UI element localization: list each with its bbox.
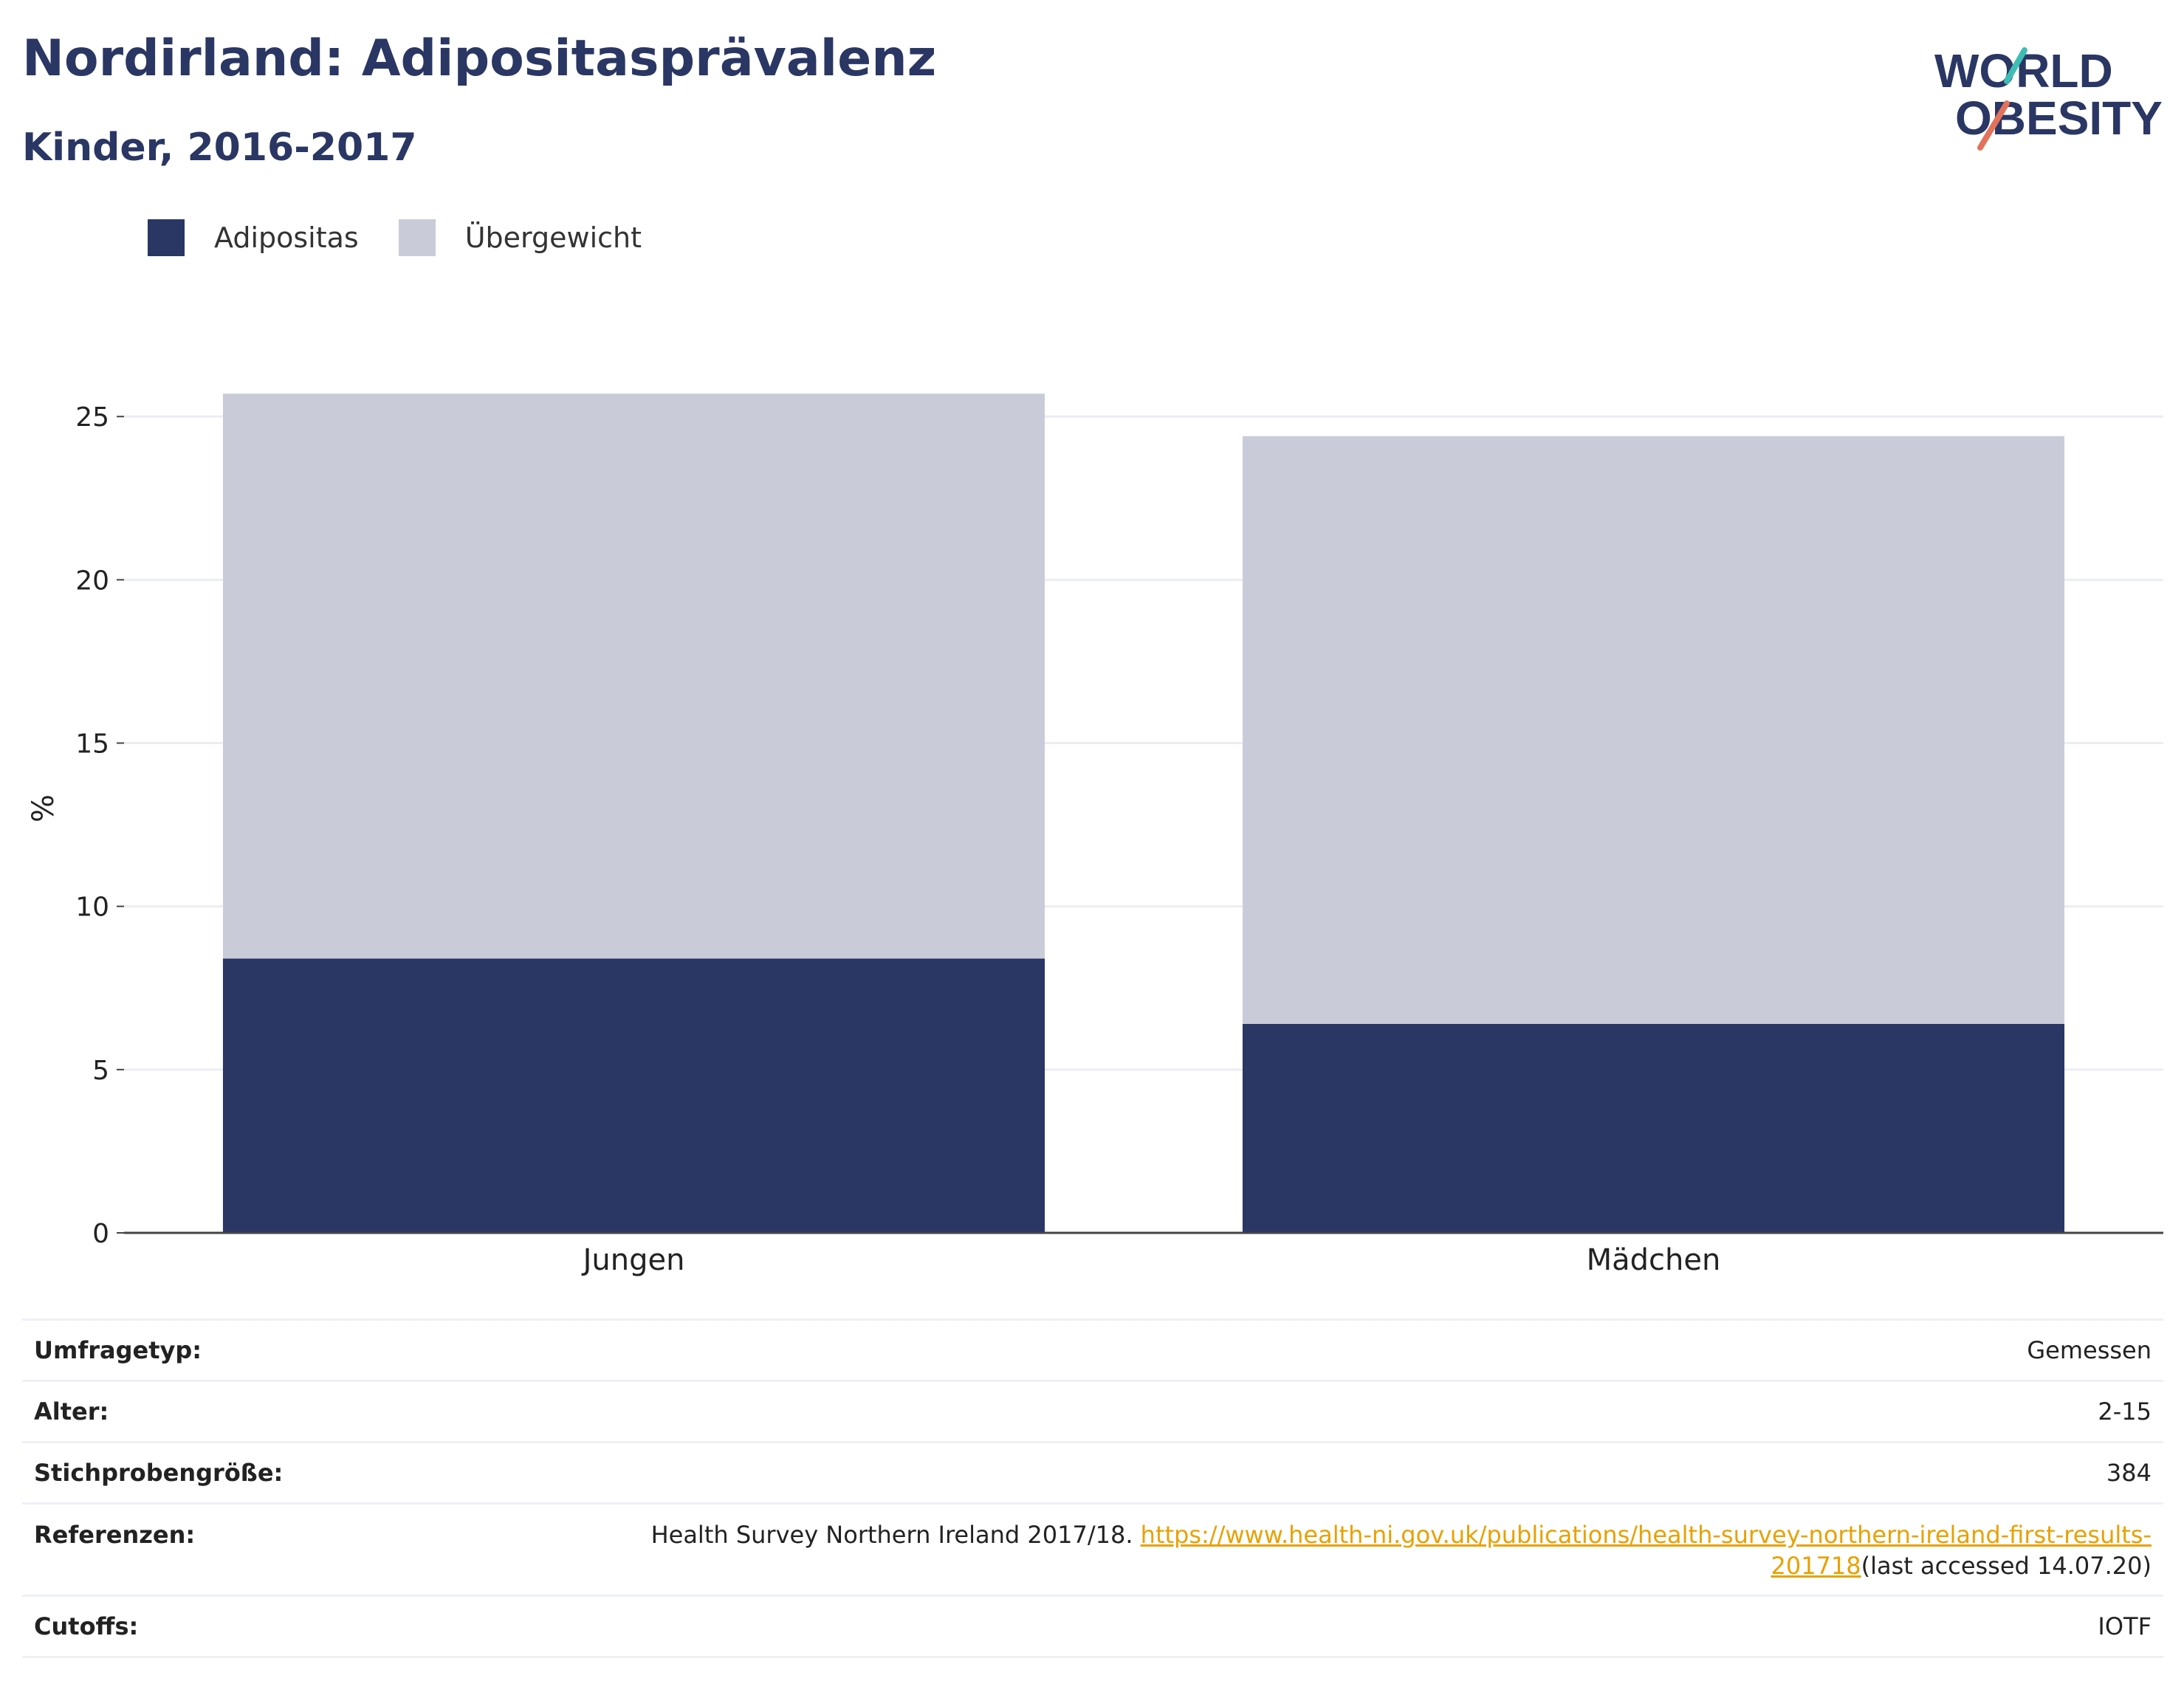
info-value-references: Health Survey Northern Ireland 2017/18. … bbox=[563, 1503, 2163, 1597]
legend-swatch-adipositas bbox=[148, 219, 185, 256]
logo-slash-teal bbox=[2004, 47, 2027, 84]
y-tick-label-25: 25 bbox=[75, 402, 109, 433]
info-label-age: Alter: bbox=[22, 1381, 563, 1443]
chart-legend: Adipositas Übergewicht bbox=[148, 219, 681, 257]
y-tick-label-15: 15 bbox=[75, 729, 109, 760]
legend-item-uebergewicht[interactable]: Übergewicht bbox=[398, 219, 642, 256]
legend-swatch-uebergewicht bbox=[398, 219, 436, 256]
bar-uebergewicht-1 bbox=[1242, 436, 2065, 1024]
x-tick-label-0: Jungen bbox=[581, 1243, 685, 1277]
info-value-survey-type: Gemessen bbox=[563, 1318, 2163, 1382]
y-tick-label-5: 5 bbox=[92, 1056, 109, 1086]
chart-subtitle: Kinder, 2016-2017 bbox=[22, 126, 417, 170]
reference-link[interactable]: https://www.health-ni.gov.uk/publication… bbox=[1140, 1521, 2152, 1580]
reference-text: Health Survey Northern Ireland 2017/18. bbox=[650, 1521, 1141, 1549]
y-tick-label-10: 10 bbox=[75, 893, 109, 923]
info-label-references: Referenzen: bbox=[22, 1503, 563, 1597]
info-row-cutoffs: Cutoffs: IOTF bbox=[22, 1595, 2163, 1658]
y-axis-title: % bbox=[27, 794, 61, 822]
bar-uebergewicht-0 bbox=[222, 393, 1045, 959]
legend-label-uebergewicht: Übergewicht bbox=[464, 221, 642, 254]
info-value-sample-size: 384 bbox=[563, 1442, 2163, 1505]
y-tick-label-0: 0 bbox=[92, 1219, 109, 1249]
info-value-cutoffs: IOTF bbox=[563, 1595, 2163, 1658]
legend-item-adipositas[interactable]: Adipositas bbox=[148, 219, 359, 256]
info-table: Umfragetyp: Gemessen Alter: 2-15 Stichpr… bbox=[22, 1318, 2163, 1658]
chart-title: Nordirland: Adipositasprävalenz bbox=[22, 30, 937, 88]
bar-chart: 0 5 10 15 20 25% Jungen Mädchen bbox=[27, 393, 2163, 1277]
reference-suffix: (last accessed 14.07.20) bbox=[1861, 1552, 2152, 1580]
bar-adipositas-1 bbox=[1242, 1023, 2065, 1233]
info-label-sample-size: Stichprobengröße: bbox=[22, 1442, 563, 1505]
info-value-age: 2-15 bbox=[563, 1381, 2163, 1443]
y-tick-label-20: 20 bbox=[75, 565, 109, 596]
info-label-cutoffs: Cutoffs: bbox=[22, 1595, 563, 1658]
bar-adipositas-0 bbox=[222, 958, 1045, 1233]
legend-label-adipositas: Adipositas bbox=[214, 221, 359, 254]
logo-slash-coral bbox=[1977, 100, 2010, 151]
info-row-sample-size: Stichprobengröße: 384 bbox=[22, 1442, 2163, 1505]
info-label-survey-type: Umfragetyp: bbox=[22, 1318, 563, 1382]
x-tick-label-1: Mädchen bbox=[1587, 1243, 1721, 1277]
world-obesity-logo: WORLD OBESITY bbox=[1934, 44, 2163, 151]
info-row-survey-type: Umfragetyp: Gemessen bbox=[22, 1318, 2163, 1382]
info-row-age: Alter: 2-15 bbox=[22, 1381, 2163, 1443]
info-row-references: Referenzen: Health Survey Northern Irela… bbox=[22, 1503, 2163, 1597]
